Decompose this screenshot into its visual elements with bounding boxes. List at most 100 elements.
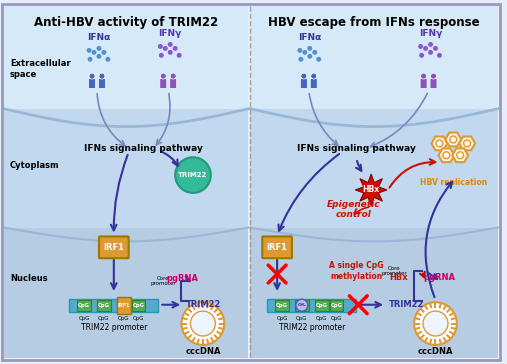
FancyBboxPatch shape (160, 79, 167, 88)
Circle shape (436, 140, 443, 147)
Circle shape (430, 73, 437, 79)
Circle shape (170, 73, 176, 79)
Circle shape (99, 73, 105, 79)
Circle shape (158, 44, 163, 49)
Circle shape (89, 73, 95, 79)
Text: CpG: CpG (276, 316, 288, 321)
Text: CpG: CpG (296, 316, 308, 321)
Circle shape (182, 302, 224, 345)
Circle shape (159, 53, 164, 58)
Bar (250, 109, 498, 228)
Text: CpG: CpG (316, 303, 328, 308)
Text: CpG: CpG (133, 316, 144, 321)
Polygon shape (445, 132, 461, 146)
Circle shape (414, 302, 457, 345)
Text: CpG: CpG (331, 316, 342, 321)
Circle shape (433, 46, 438, 51)
FancyBboxPatch shape (170, 79, 176, 88)
Text: IRF1: IRF1 (267, 243, 287, 252)
Text: TRIM22 promoter: TRIM22 promoter (81, 323, 147, 332)
Circle shape (176, 53, 182, 58)
Text: CpG: CpG (296, 303, 308, 308)
FancyBboxPatch shape (98, 79, 105, 88)
Bar (250, 6, 498, 109)
Bar (4, 6, 248, 109)
Text: IFNs signaling pathway: IFNs signaling pathway (84, 144, 203, 153)
Circle shape (168, 42, 173, 47)
Circle shape (299, 57, 303, 62)
Bar (315, 300, 329, 310)
Bar (295, 300, 309, 310)
Text: pgRNA: pgRNA (423, 273, 456, 281)
Bar (250, 228, 498, 358)
Bar (132, 300, 146, 310)
Polygon shape (452, 149, 468, 162)
Text: CpG: CpG (276, 303, 288, 308)
Text: CpG: CpG (79, 316, 90, 321)
Circle shape (464, 140, 470, 147)
Text: IFNα: IFNα (298, 33, 321, 42)
FancyBboxPatch shape (430, 79, 437, 88)
Circle shape (312, 50, 317, 55)
Text: IFNγ: IFNγ (419, 29, 442, 38)
FancyBboxPatch shape (89, 79, 95, 88)
Text: CpG: CpG (118, 303, 130, 308)
Circle shape (173, 46, 177, 51)
Text: Epigenetic
control: Epigenetic control (327, 200, 380, 219)
Bar (4, 109, 248, 228)
Text: HBx: HBx (389, 273, 408, 281)
Text: IRF1: IRF1 (103, 243, 124, 252)
Circle shape (443, 152, 450, 159)
FancyBboxPatch shape (99, 237, 129, 258)
Text: Extracellular
space: Extracellular space (10, 59, 70, 79)
Bar (97, 300, 111, 310)
Circle shape (421, 73, 426, 79)
Text: cccDNA: cccDNA (185, 347, 221, 356)
Polygon shape (355, 174, 387, 206)
Text: IFNγ: IFNγ (159, 29, 182, 38)
Circle shape (105, 57, 111, 62)
FancyBboxPatch shape (310, 79, 317, 88)
Circle shape (450, 136, 457, 143)
Bar (330, 300, 343, 310)
Text: IRF1: IRF1 (118, 303, 130, 308)
Text: CpG: CpG (316, 316, 328, 321)
Circle shape (301, 73, 307, 79)
Bar (69, 299, 158, 312)
Bar (117, 300, 131, 310)
Text: Cytoplasm: Cytoplasm (10, 161, 59, 170)
Text: CpG: CpG (98, 316, 110, 321)
Bar (275, 300, 289, 310)
Text: CpG: CpG (132, 303, 144, 308)
Text: Nucleus: Nucleus (10, 274, 48, 284)
Text: HBV replication: HBV replication (420, 178, 487, 187)
Text: pgRNA: pgRNA (166, 274, 198, 284)
Text: CpG: CpG (78, 303, 90, 308)
Circle shape (101, 50, 106, 55)
Circle shape (307, 54, 312, 59)
Circle shape (423, 311, 448, 336)
Text: Core
promoter: Core promoter (381, 266, 407, 277)
FancyBboxPatch shape (300, 79, 307, 88)
Circle shape (423, 46, 428, 51)
Circle shape (311, 73, 317, 79)
Text: TRIM22: TRIM22 (178, 172, 208, 178)
Bar (117, 297, 131, 314)
Text: Core
promoter: Core promoter (151, 276, 176, 286)
Text: CpG: CpG (118, 316, 129, 321)
Bar (4, 228, 248, 358)
Polygon shape (439, 149, 454, 162)
Circle shape (419, 53, 424, 58)
FancyBboxPatch shape (262, 237, 292, 258)
Circle shape (191, 311, 215, 336)
Bar (77, 300, 91, 310)
Circle shape (92, 50, 96, 55)
Text: CH₃: CH₃ (298, 303, 306, 307)
Text: Anti-HBV activity of TRIM22: Anti-HBV activity of TRIM22 (33, 16, 218, 29)
Text: TRIM22: TRIM22 (186, 300, 222, 309)
Bar (267, 299, 356, 312)
Text: TRIM22 promoter: TRIM22 promoter (278, 323, 345, 332)
Circle shape (457, 152, 464, 159)
Text: TRIM22: TRIM22 (389, 300, 424, 309)
Circle shape (298, 48, 302, 53)
